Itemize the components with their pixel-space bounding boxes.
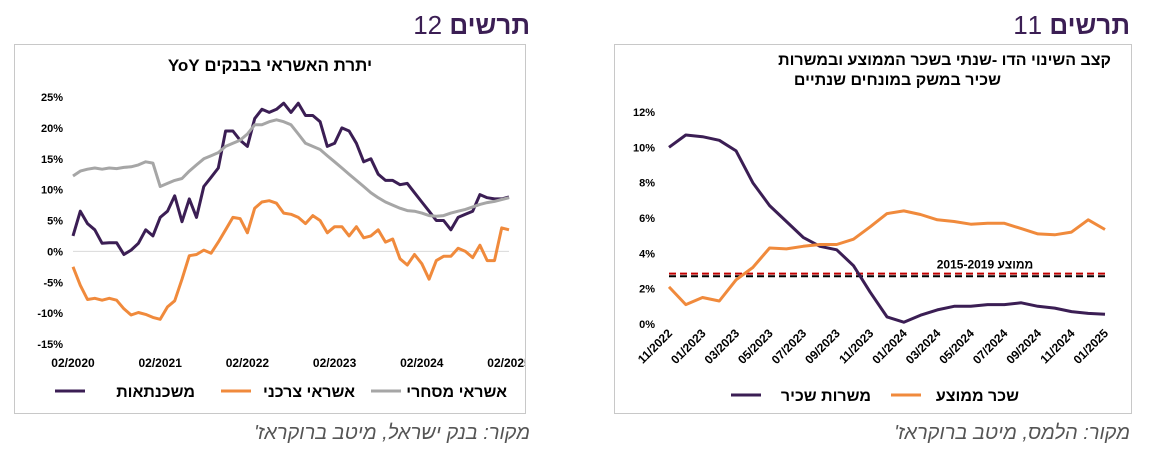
left-legend-label: אשראי מסחרי <box>406 384 507 401</box>
right-y-tick-label: 6% <box>639 213 655 225</box>
left-chart-title: יתרת האשראי בבנקים YoY <box>168 56 372 75</box>
left-figure-title: תרשים 12 <box>413 10 530 41</box>
right-chart-title-line1: קצב השינוי הדו -שנתי בשכר הממוצע ובמשרות <box>778 52 1111 69</box>
left-y-tick-label: -10% <box>37 308 63 320</box>
left-x-tick-label: 02/2020 <box>51 356 95 370</box>
left-y-tick-label: -5% <box>43 277 63 289</box>
right-x-tick-label: 09/2024 <box>1003 326 1044 367</box>
right-y-tick-label: 0% <box>639 319 655 331</box>
left-x-tick-label: 02/2022 <box>226 356 270 370</box>
left-x-tick-label: 02/2024 <box>400 356 444 370</box>
right-y-tick-label: 8% <box>639 178 655 190</box>
right-x-tick-label: 05/2024 <box>936 326 977 367</box>
right-x-tick-label: 01/2025 <box>1071 326 1112 367</box>
left-x-tick-label: 02/2023 <box>313 356 357 370</box>
left-y-tick-label: 20% <box>41 123 63 135</box>
left-source: מקור: בנק ישראל, מיטב ברוקראז' <box>253 422 530 444</box>
left-figure-title-label: תרשים <box>449 10 530 40</box>
right-x-tick-label: 11/2024 <box>1037 326 1077 366</box>
right-x-tick-label: 11/2022 <box>635 326 675 366</box>
right-x-tick-label: 11/2023 <box>836 326 876 366</box>
right-x-tick-label: 07/2024 <box>970 326 1011 367</box>
left-x-tick-label: 02/2025 <box>487 356 525 370</box>
left-chart-panel: יתרת האשראי בבנקים YoY 25% 20% 15% 10% 5% 0% -5… <box>14 44 531 414</box>
right-y-tick-label: 2% <box>639 284 655 296</box>
left-series-line <box>71 199 510 321</box>
left-y-tick-label: -15% <box>37 339 63 351</box>
left-y-tick-label: 5% <box>47 216 63 228</box>
right-series-line <box>667 209 1106 307</box>
right-legend-label: שכר ממוצע <box>936 388 1019 405</box>
right-chart-panel: קצב השינוי הדו -שנתי בשכר הממוצע ובמשרות… <box>614 44 1132 414</box>
right-x-tick-label: 05/2023 <box>735 326 776 367</box>
left-y-tick-label: 10% <box>41 185 63 197</box>
left-legend-label: משכנתאות <box>116 384 195 401</box>
right-chart-title-line2: שכיר במשק במונחים שנתיים <box>794 72 1001 89</box>
left-y-tick-label: 25% <box>41 92 63 104</box>
right-x-tick-label: 03/2024 <box>903 326 944 367</box>
right-figure-title-label: תרשים <box>1049 10 1130 40</box>
right-legend-label: משרות שכיר <box>781 388 871 405</box>
right-y-tick-label: 4% <box>639 248 655 260</box>
left-y-tick-label: 15% <box>41 154 63 166</box>
left-y-tick-label: 0% <box>47 246 63 258</box>
right-reference-label: ממוצע 2015-2019 <box>937 258 1034 272</box>
right-y-tick-label: 10% <box>633 142 655 154</box>
right-figure-number: 11 <box>1013 10 1043 40</box>
right-chart: קצב השינוי הדו -שנתי בשכר הממוצע ובמשרות… <box>633 52 1112 405</box>
left-series-line <box>72 118 510 218</box>
right-series-line <box>668 133 1106 324</box>
left-chart: יתרת האשראי בבנקים YoY 25% 20% 15% 10% 5% 0% -5… <box>37 56 531 401</box>
right-x-tick-label: 09/2023 <box>802 326 843 367</box>
right-x-tick-label: 01/2024 <box>869 326 910 367</box>
left-x-tick-label: 02/2021 <box>139 356 183 370</box>
right-source: מקור: הלמס, מיטב ברוקראז' <box>894 422 1130 444</box>
left-figure-number: 12 <box>413 10 443 40</box>
right-x-tick-label: 03/2023 <box>702 326 743 367</box>
right-y-tick-label: 12% <box>633 107 655 119</box>
right-x-tick-label: 07/2023 <box>769 326 810 367</box>
left-series-line <box>71 101 510 256</box>
right-figure-title: תרשים 11 <box>1013 10 1130 41</box>
left-legend-label: אשראי צרכני <box>263 384 355 401</box>
right-x-tick-label: 01/2023 <box>668 326 709 367</box>
